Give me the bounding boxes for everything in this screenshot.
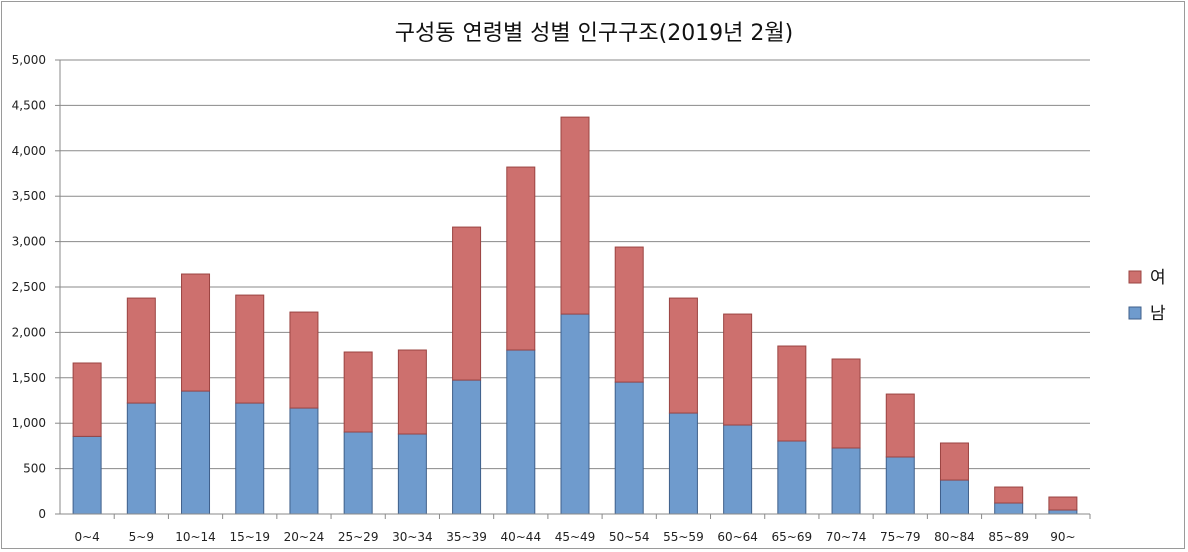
- x-tick-label: 50~54: [609, 530, 650, 544]
- x-tick-label: 60~64: [717, 530, 758, 544]
- bar-female: [560, 116, 590, 315]
- bar-male: [452, 379, 482, 515]
- bar-male: [506, 349, 536, 515]
- x-tick-label: 75~79: [880, 530, 921, 544]
- bar-female: [831, 358, 861, 449]
- bar-female: [939, 442, 969, 481]
- y-tick-label: 1,500: [12, 371, 46, 385]
- bar-male: [994, 502, 1024, 515]
- bar-male: [181, 390, 211, 515]
- y-tick-label: 3,500: [12, 189, 46, 203]
- x-tick-label: 10~14: [175, 530, 216, 544]
- x-tick-label: 25~29: [338, 530, 379, 544]
- bar-male: [343, 431, 373, 515]
- y-tick-label: 4,500: [12, 98, 46, 112]
- bar-male: [668, 412, 698, 515]
- y-tick-label: 2,500: [12, 280, 46, 294]
- legend-swatch: [1128, 270, 1142, 284]
- bar-female: [397, 349, 427, 435]
- x-tick-label: 20~24: [284, 530, 325, 544]
- bar-female: [777, 345, 807, 442]
- x-tick-label: 5~9: [129, 530, 154, 544]
- bar-female: [614, 246, 644, 383]
- bar-female: [723, 313, 753, 426]
- bar-female: [885, 393, 915, 458]
- x-tick-label: 80~84: [934, 530, 975, 544]
- bar-male: [126, 402, 156, 515]
- x-tick-label: 30~34: [392, 530, 433, 544]
- x-tick-label: 90~: [1050, 530, 1075, 544]
- bar-female: [72, 362, 102, 437]
- bar-male: [614, 381, 644, 515]
- legend-label: 남: [1150, 304, 1166, 324]
- x-tick-label: 15~19: [229, 530, 270, 544]
- chart-title: 구성동 연령별 성별 인구구조(2019년 2월): [395, 21, 794, 46]
- x-tick-label: 40~44: [500, 530, 541, 544]
- x-tick-label: 85~89: [988, 530, 1029, 544]
- bar-female: [1048, 496, 1078, 511]
- y-tick-label: 5,000: [12, 53, 46, 67]
- bar-male: [939, 479, 969, 515]
- y-tick-label: 4,000: [12, 144, 46, 158]
- y-tick-label: 500: [23, 462, 46, 476]
- x-tick-label: 35~39: [446, 530, 487, 544]
- bar-male: [560, 313, 590, 515]
- bar-male: [289, 407, 319, 515]
- bar-male: [723, 424, 753, 515]
- bar-female: [181, 273, 211, 392]
- bar-male: [235, 402, 265, 515]
- bar-female: [452, 226, 482, 381]
- y-tick-label: 1,000: [12, 416, 46, 430]
- x-tick-label: 65~69: [772, 530, 813, 544]
- y-tick-label: 0: [38, 507, 46, 521]
- bar-female: [343, 351, 373, 433]
- x-tick-label: 45~49: [555, 530, 596, 544]
- bar-male: [397, 433, 427, 515]
- bar-female: [506, 166, 536, 351]
- bar-male: [777, 440, 807, 515]
- bar-male: [831, 447, 861, 515]
- y-tick-label: 2,000: [12, 325, 46, 339]
- bar-female: [994, 486, 1024, 504]
- bar-female: [235, 294, 265, 404]
- x-tick-label: 55~59: [663, 530, 704, 544]
- x-tick-label: 70~74: [826, 530, 867, 544]
- x-tick-label: 0~4: [74, 530, 99, 544]
- bar-male: [885, 456, 915, 515]
- bar-female: [668, 297, 698, 414]
- y-tick-label: 3,000: [12, 235, 46, 249]
- bar-female: [289, 311, 319, 409]
- bar-female: [126, 297, 156, 404]
- bar-male: [72, 435, 102, 515]
- bar-male: [1048, 509, 1078, 515]
- legend-swatch: [1128, 306, 1142, 320]
- legend-label: 여: [1150, 268, 1166, 288]
